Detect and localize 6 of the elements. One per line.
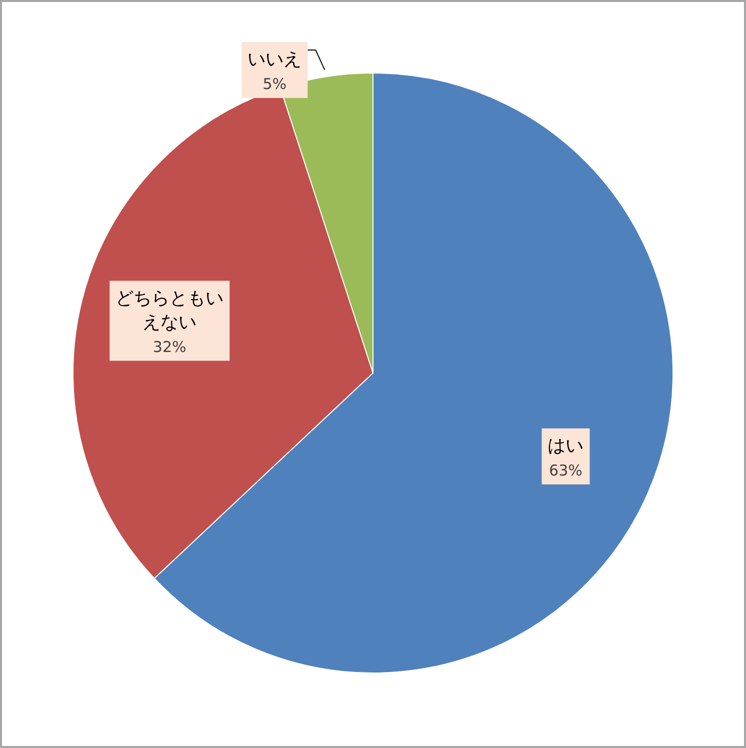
data-label: 5%	[262, 75, 287, 93]
slice-label: いいえ	[248, 49, 302, 70]
data-label: 32%	[152, 338, 186, 356]
data-label: 63%	[549, 461, 582, 480]
slice-label: どちらともいえない	[116, 288, 224, 333]
slice-label: はい	[548, 435, 584, 456]
